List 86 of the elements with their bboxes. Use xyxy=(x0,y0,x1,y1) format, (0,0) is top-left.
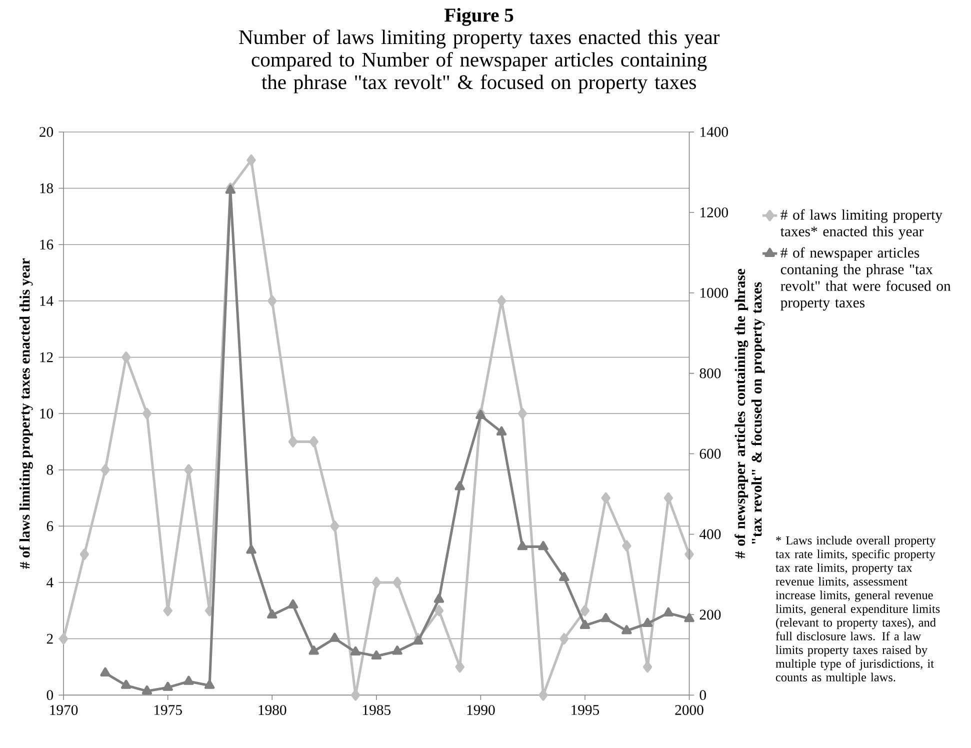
point xyxy=(122,352,131,363)
chart-subtitle: Number of laws limiting property taxes enacted this year compared to Number of newspaper articles containing the phrase "tax revolt" & focused on property taxes xyxy=(239,30,720,94)
point xyxy=(580,605,590,616)
point xyxy=(80,548,89,560)
point xyxy=(267,609,278,619)
y2-tick-label: 1000 xyxy=(700,288,728,298)
y-tick-label: 20 xyxy=(40,127,54,137)
y-tick-label: 10 xyxy=(40,408,54,419)
point xyxy=(538,541,548,550)
point xyxy=(330,632,340,642)
point xyxy=(58,633,68,644)
x-tick-label: 1995 xyxy=(572,705,600,715)
point xyxy=(330,520,340,532)
point xyxy=(496,426,507,436)
x-tick-label: 1980 xyxy=(258,705,286,716)
y-tick-label: 18 xyxy=(40,183,54,194)
y-tick-label: 14 xyxy=(40,296,54,306)
point xyxy=(372,576,381,588)
point xyxy=(288,436,298,448)
point xyxy=(580,620,590,630)
y2-tick-label: 200 xyxy=(700,610,721,620)
point xyxy=(434,594,444,603)
y2-tick-label: 600 xyxy=(700,448,721,459)
x-tick-label: 2000 xyxy=(675,705,704,716)
y-tick-label: 16 xyxy=(40,240,54,250)
y-tick-label: 6 xyxy=(46,521,54,532)
point xyxy=(518,408,527,420)
y2-axis-title: # of newspaper articles containing the phrase "tax revolt" & focused on property taxes xyxy=(734,268,765,558)
x-tick-label: 1975 xyxy=(154,705,182,715)
point xyxy=(392,576,402,588)
point xyxy=(184,676,194,685)
point xyxy=(454,481,465,490)
point xyxy=(455,661,464,673)
y-axis-title: # of laws limiting property taxes enacted this year xyxy=(19,258,33,569)
text: * Laws include overall property tax rate limits, specific property tax rate limits, property tax revenue limits, assessment increase limits, general revenue limits, general expenditure limits (relevant to property taxes), and full disclosure laws. If a law limits property taxes raised by multiple type of jurisdictions, it counts as multiple laws. xyxy=(776,536,940,684)
point xyxy=(538,689,548,701)
point xyxy=(100,464,110,476)
point xyxy=(350,646,361,656)
y-tick-label: 2 xyxy=(46,634,53,644)
y2-tick-label: 1400 xyxy=(700,127,728,137)
y2-tick-label: 400 xyxy=(700,529,721,540)
point xyxy=(204,680,215,689)
point xyxy=(663,607,674,617)
point xyxy=(100,667,110,676)
point xyxy=(434,605,444,616)
y-tick-label: 0 xyxy=(46,690,54,700)
point xyxy=(684,548,694,560)
point xyxy=(142,685,152,695)
point xyxy=(559,572,570,582)
point xyxy=(413,636,424,645)
point xyxy=(308,646,319,655)
point xyxy=(664,492,673,504)
point xyxy=(371,650,382,660)
point xyxy=(600,613,611,622)
chart-title: Figure 5 xyxy=(444,8,514,26)
point xyxy=(309,436,318,448)
x-tick-label: 1970 xyxy=(50,705,78,716)
y-tick-label: 8 xyxy=(46,464,54,475)
point xyxy=(121,680,132,689)
point xyxy=(288,599,298,609)
y-tick-label: 4 xyxy=(46,578,54,588)
y2-tick-label: 1200 xyxy=(700,208,728,218)
point xyxy=(350,689,360,701)
point xyxy=(642,618,653,628)
y-tick-label: 12 xyxy=(40,352,53,362)
x-tick-label: 1985 xyxy=(363,705,390,716)
point xyxy=(268,295,277,307)
point xyxy=(622,625,632,634)
legend-label: # of newspaper articles contaning the phrase "tax revolt" that were focused on property taxes xyxy=(780,247,951,311)
point xyxy=(601,492,610,504)
point xyxy=(162,682,173,691)
point xyxy=(560,633,569,644)
point xyxy=(142,408,152,420)
point xyxy=(246,544,256,554)
point xyxy=(392,646,402,655)
point xyxy=(163,605,172,616)
x-tick-label: 1990 xyxy=(467,705,495,716)
point xyxy=(684,613,694,622)
point xyxy=(517,541,528,550)
legend-label: # of laws limiting property taxes* enacted this year xyxy=(780,209,942,240)
point xyxy=(622,540,632,552)
point xyxy=(246,154,256,166)
y2-tick-label: 800 xyxy=(700,368,721,378)
y2-tick-label: 0 xyxy=(700,690,706,700)
point xyxy=(204,605,214,616)
point xyxy=(642,661,652,673)
